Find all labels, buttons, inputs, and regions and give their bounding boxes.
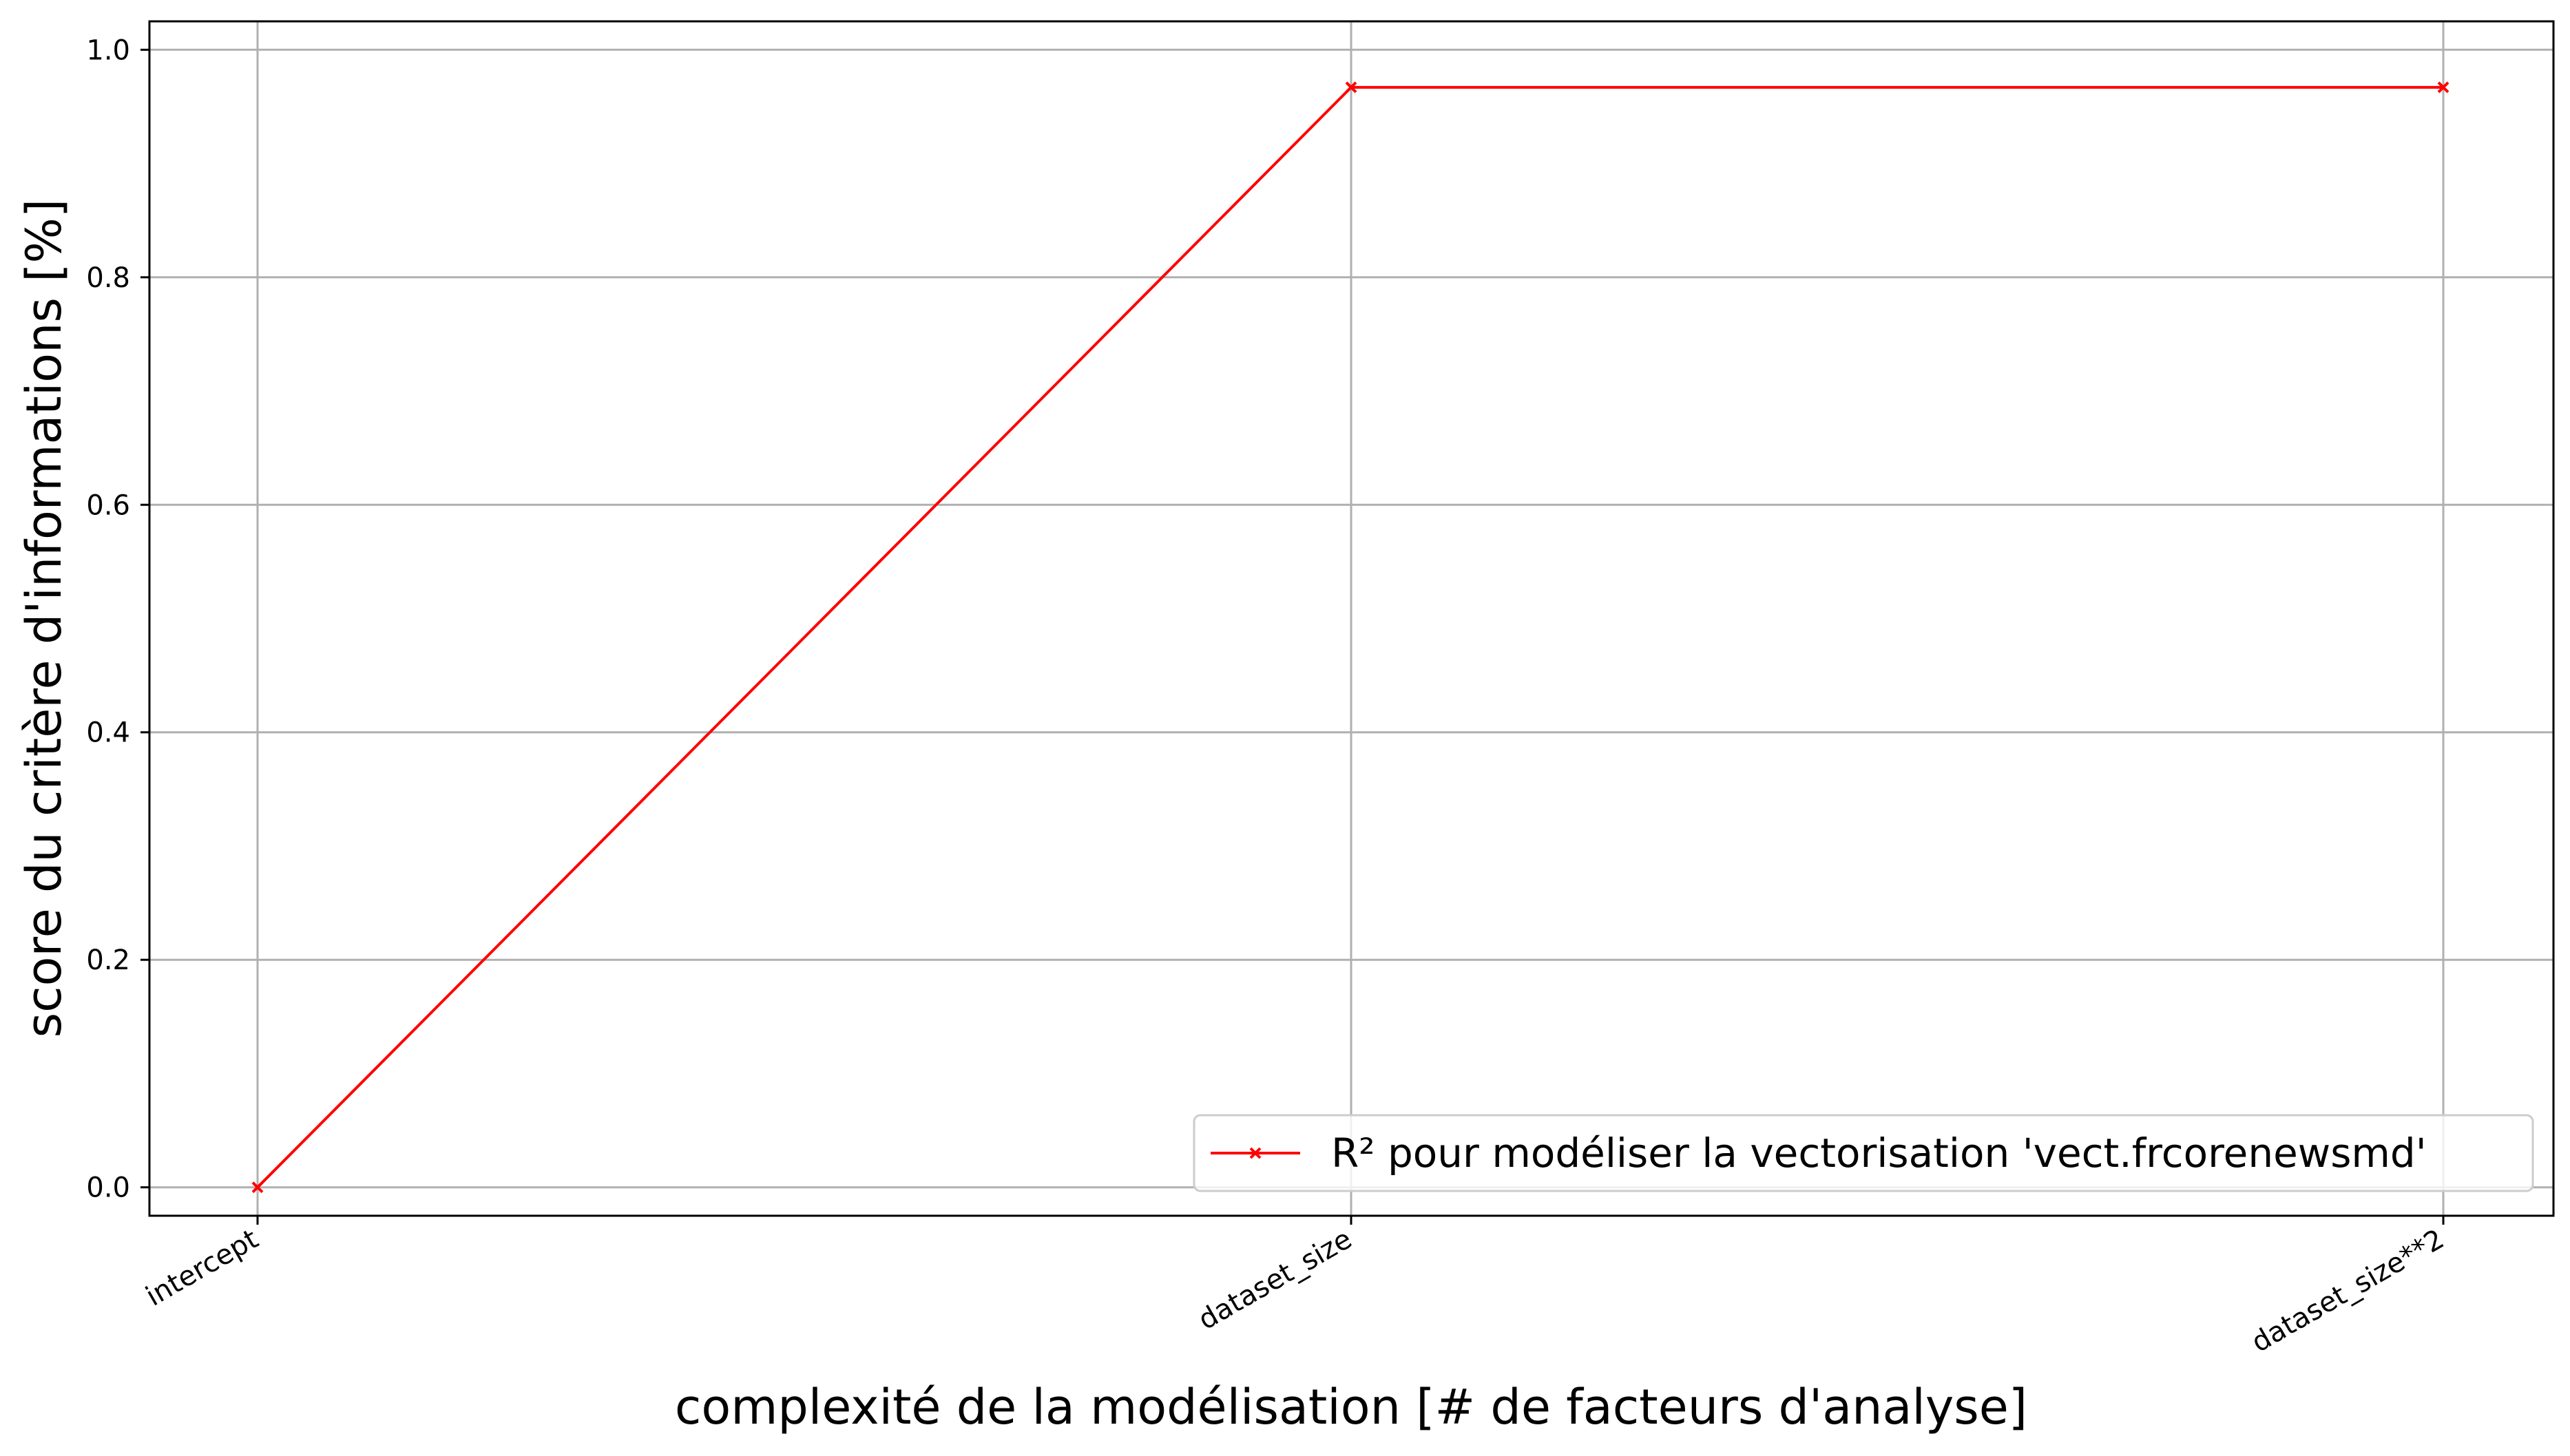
y-tick-label: 0.6 [86,489,130,521]
data-point-marker [2437,81,2449,94]
grid [149,21,2553,1216]
y-tick-label: 0.8 [86,262,130,294]
x-axis-label: complexité de la modélisation [# de fact… [675,1379,2027,1435]
y-tick-label: 0.2 [86,945,130,976]
y-tick-label: 1.0 [86,34,130,66]
legend-box [1193,1114,2534,1192]
legend-marker [1249,1147,1262,1159]
y-tick-label: 0.0 [86,1172,130,1204]
data-point-marker [1345,81,1357,94]
series-layer [251,81,2449,1194]
y-axis-label: score du critère d'informations [%] [16,199,72,1038]
data-point-marker [251,1181,264,1194]
legend: R² pour modéliser la vectorisation 'vect… [1193,1114,2534,1192]
legend-label: R² pour modéliser la vectorisation 'vect… [1331,1130,2427,1177]
y-tick-label: 0.4 [86,717,130,749]
